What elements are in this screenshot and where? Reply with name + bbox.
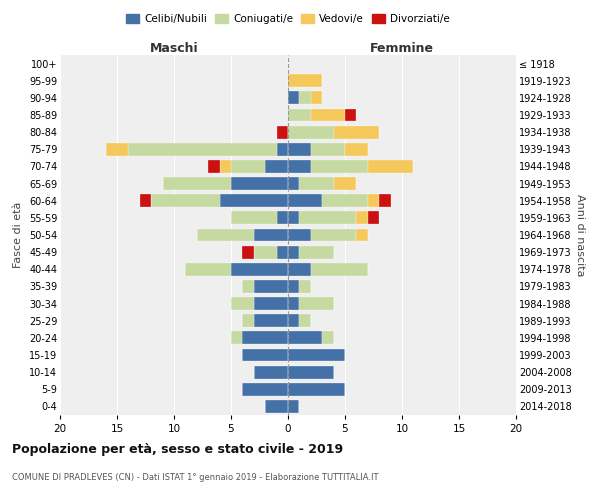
Bar: [288, 263, 311, 276]
Bar: [140, 194, 151, 207]
Bar: [208, 160, 220, 173]
Bar: [299, 314, 311, 327]
Bar: [254, 280, 288, 293]
Bar: [311, 143, 345, 156]
Bar: [151, 194, 220, 207]
Text: COMUNE DI PRADLEVES (CN) - Dati ISTAT 1° gennaio 2019 - Elaborazione TUTTITALIA.: COMUNE DI PRADLEVES (CN) - Dati ISTAT 1°…: [12, 472, 379, 482]
Bar: [288, 366, 334, 378]
Bar: [231, 160, 265, 173]
Bar: [242, 280, 254, 293]
Bar: [311, 160, 368, 173]
Bar: [277, 143, 288, 156]
Bar: [288, 297, 299, 310]
Bar: [288, 160, 311, 173]
Bar: [288, 400, 299, 413]
Text: Femmine: Femmine: [370, 42, 434, 55]
Bar: [322, 194, 368, 207]
Bar: [311, 108, 345, 122]
Bar: [106, 143, 128, 156]
Bar: [242, 314, 254, 327]
Bar: [288, 280, 299, 293]
Bar: [231, 332, 242, 344]
Bar: [288, 126, 334, 138]
Bar: [322, 332, 334, 344]
Bar: [288, 246, 299, 258]
Bar: [288, 314, 299, 327]
Bar: [311, 92, 322, 104]
Bar: [242, 348, 288, 362]
Bar: [242, 383, 288, 396]
Y-axis label: Anni di nascita: Anni di nascita: [575, 194, 586, 276]
Bar: [356, 228, 368, 241]
Bar: [356, 212, 368, 224]
Bar: [254, 314, 288, 327]
Bar: [231, 212, 277, 224]
Bar: [379, 194, 391, 207]
Bar: [231, 263, 288, 276]
Bar: [288, 212, 299, 224]
Bar: [299, 280, 311, 293]
Bar: [220, 194, 288, 207]
Bar: [242, 332, 288, 344]
Bar: [299, 92, 311, 104]
Bar: [288, 194, 322, 207]
Bar: [254, 246, 277, 258]
Legend: Celibi/Nubili, Coniugati/e, Vedovi/e, Divorziati/e: Celibi/Nubili, Coniugati/e, Vedovi/e, Di…: [122, 10, 454, 28]
Bar: [334, 126, 379, 138]
Bar: [277, 246, 288, 258]
Bar: [368, 160, 413, 173]
Bar: [368, 212, 379, 224]
Bar: [288, 74, 322, 87]
Bar: [299, 177, 334, 190]
Bar: [265, 160, 288, 173]
Bar: [311, 263, 368, 276]
Bar: [231, 177, 288, 190]
Bar: [288, 332, 322, 344]
Bar: [288, 228, 311, 241]
Bar: [277, 212, 288, 224]
Bar: [254, 228, 288, 241]
Bar: [231, 297, 254, 310]
Bar: [334, 177, 356, 190]
Y-axis label: Fasce di età: Fasce di età: [13, 202, 23, 268]
Bar: [185, 263, 231, 276]
Bar: [299, 212, 356, 224]
Bar: [128, 143, 277, 156]
Bar: [220, 160, 231, 173]
Text: Maschi: Maschi: [149, 42, 199, 55]
Bar: [345, 143, 368, 156]
Bar: [254, 297, 288, 310]
Bar: [299, 297, 334, 310]
Bar: [299, 246, 334, 258]
Bar: [311, 228, 356, 241]
Bar: [163, 177, 231, 190]
Bar: [288, 143, 311, 156]
Bar: [288, 92, 299, 104]
Bar: [345, 108, 356, 122]
Bar: [288, 348, 345, 362]
Bar: [254, 366, 288, 378]
Bar: [288, 108, 311, 122]
Text: Popolazione per età, sesso e stato civile - 2019: Popolazione per età, sesso e stato civil…: [12, 442, 343, 456]
Bar: [242, 246, 254, 258]
Bar: [265, 400, 288, 413]
Bar: [288, 177, 299, 190]
Bar: [277, 126, 288, 138]
Bar: [288, 383, 345, 396]
Bar: [197, 228, 254, 241]
Bar: [368, 194, 379, 207]
